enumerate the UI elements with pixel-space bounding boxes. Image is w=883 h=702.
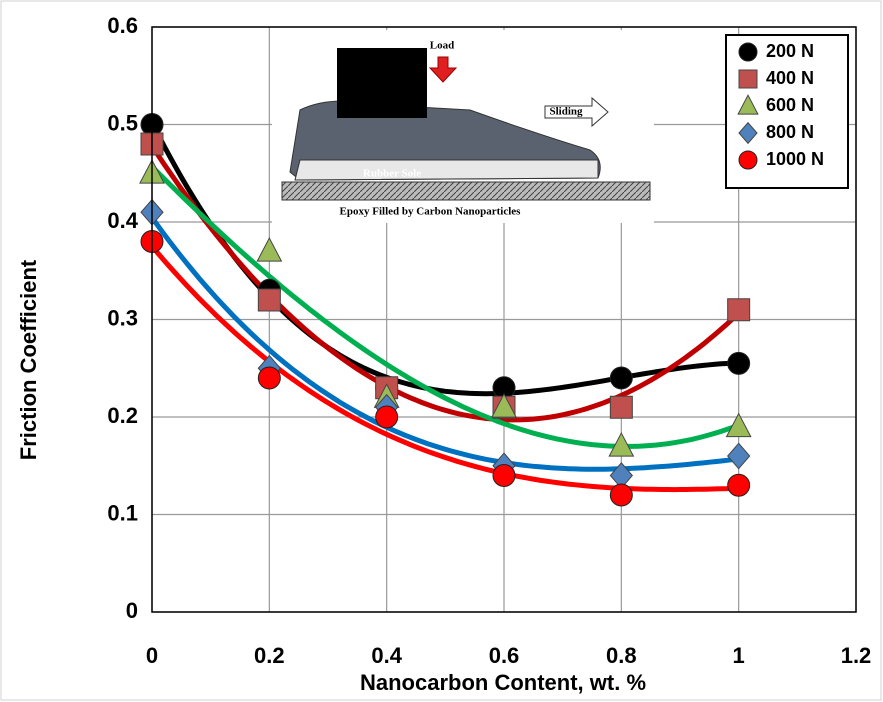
page: Load Sliding Rubber Sole Epoxy Filled by…	[0, 0, 883, 702]
x-tick-label: 0.8	[606, 643, 637, 668]
legend-label: 1000 N	[766, 149, 824, 169]
marker	[739, 43, 757, 61]
legend-label: 200 N	[766, 41, 814, 61]
x-tick-label: 0.2	[254, 643, 285, 668]
x-tick-label: 1.2	[841, 643, 872, 668]
y-tick-label: 0.6	[107, 13, 138, 38]
annotation: Epoxy Filled by Carbon Nanoparticles	[340, 206, 522, 218]
y-tick-label: 0.2	[107, 403, 138, 428]
marker	[728, 352, 750, 374]
y-tick-label: 0.1	[107, 500, 138, 525]
marker	[728, 474, 750, 496]
x-axis-title: Nanocarbon Content, wt. %	[360, 670, 646, 695]
x-tick-label: 0.4	[371, 643, 402, 668]
legend-label: 600 N	[766, 95, 814, 115]
marker	[493, 465, 515, 487]
y-tick-label: 0.4	[107, 208, 138, 233]
epoxy-plate	[282, 182, 650, 200]
x-tick-label: 0.6	[489, 643, 520, 668]
legend-label: 800 N	[766, 122, 814, 142]
legend: 200 N 400 N 600 N 800 N 1000 N	[726, 35, 848, 188]
inset-image: Load Sliding Rubber Sole Epoxy Filled by…	[272, 30, 654, 223]
sole	[295, 160, 598, 180]
annotation: Sliding	[549, 106, 583, 118]
y-tick-label: 0.5	[107, 110, 138, 135]
y-axis-title: Friction Coefficient	[16, 259, 41, 460]
chart: Load Sliding Rubber Sole Epoxy Filled by…	[0, 0, 883, 702]
x-tick-label: 1	[733, 643, 745, 668]
marker	[739, 151, 757, 169]
marker	[376, 406, 398, 428]
marker	[258, 289, 280, 311]
marker	[728, 299, 750, 321]
x-tick-label: 0	[146, 643, 158, 668]
annotation: Load	[430, 40, 454, 52]
marker	[610, 396, 632, 418]
marker	[739, 70, 757, 88]
annotation: Rubber Sole	[363, 168, 421, 180]
ankle	[337, 48, 427, 118]
marker	[258, 367, 280, 389]
marker	[610, 367, 632, 389]
marker	[610, 484, 632, 506]
y-tick-label: 0.3	[107, 305, 138, 330]
legend-label: 400 N	[766, 68, 814, 88]
y-tick-label: 0	[126, 598, 138, 623]
